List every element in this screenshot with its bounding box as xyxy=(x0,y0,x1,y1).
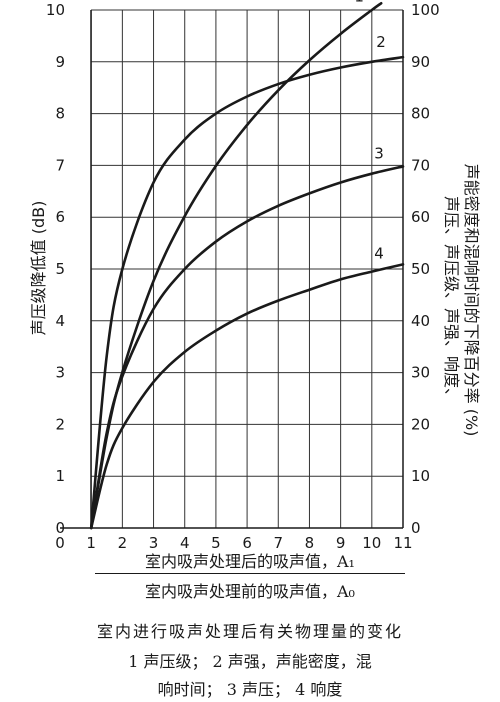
caption-legend-line1: 1 声压级； 2 声强，声能密度，混 xyxy=(128,652,372,671)
x-tick-label: 6 xyxy=(242,534,252,552)
series-label-1: 1 xyxy=(354,0,364,5)
y-left-tick-label: 1 xyxy=(55,467,65,485)
x-tick-label: 10 xyxy=(362,534,381,552)
y-left-tick-label: 0 xyxy=(55,519,65,537)
x-tick-label: 8 xyxy=(305,534,315,552)
x-tick-label: 11 xyxy=(393,534,412,552)
series-curve-4 xyxy=(89,263,405,530)
caption-title: 室内进行吸声处理后有关物理量的变化 xyxy=(96,622,403,641)
x-tick-label: 2 xyxy=(118,534,128,552)
y-right-tick-label: 80 xyxy=(411,105,430,123)
y-left-tick-label: 6 xyxy=(55,208,65,226)
y-right-tick-label: 40 xyxy=(411,312,430,330)
series-curve-2 xyxy=(89,55,405,530)
y-right-tick-label: 30 xyxy=(411,364,430,382)
series-curve-1 xyxy=(89,1,383,530)
x-tick-label: 3 xyxy=(149,534,159,552)
y-left-tick-label: 2 xyxy=(55,415,65,433)
y-right-tick-label: 20 xyxy=(411,415,430,433)
x-tick-label: 7 xyxy=(273,534,283,552)
y-right-tick-label: 70 xyxy=(411,156,430,174)
y-right-tick-label: 100 xyxy=(411,1,440,19)
series-label-2: 2 xyxy=(376,33,386,51)
grid xyxy=(90,9,404,528)
x-axis-label-denominator: 室内吸声处理前的吸声值，A₀ xyxy=(145,582,355,601)
caption-legend-line2: 响时间； 3 声压； 4 响度 xyxy=(157,680,343,699)
x-tick-label: 9 xyxy=(336,534,346,552)
y-left-axis-label: 声压级降低值 (dB) xyxy=(29,201,48,336)
y-right-axis-label-line1: 声压、声压级、声强、响度、 xyxy=(442,196,461,404)
fraction-bar xyxy=(95,573,405,574)
y-left-tick-label: 4 xyxy=(55,312,65,330)
axes xyxy=(60,10,404,529)
x-tick-label: 4 xyxy=(180,534,190,552)
y-left-tick-label: 8 xyxy=(55,105,65,123)
y-left-tick-label: 5 xyxy=(55,260,65,278)
series-label-3: 3 xyxy=(374,144,384,162)
x-tick-label: 1 xyxy=(86,534,96,552)
y-left-tick-label: 10 xyxy=(46,1,65,19)
y-right-tick-label: 90 xyxy=(411,53,430,71)
y-left-tick-label: 9 xyxy=(55,53,65,71)
series-label-4: 4 xyxy=(374,244,384,262)
y-right-tick-label: 50 xyxy=(411,260,430,278)
series-layer: 1 2 3 4 xyxy=(89,0,405,530)
x-axis-label-numerator: 室内吸声处理后的吸声值，A₁ xyxy=(145,552,355,571)
x-tick-label: 0 xyxy=(55,534,65,552)
y-left-tick-label: 3 xyxy=(55,364,65,382)
y-right-tick-label: 0 xyxy=(411,519,421,537)
x-tick-label: 5 xyxy=(211,534,221,552)
y-right-axis-label-line2: 声能密度和混响时间的下降百分率 (%) xyxy=(462,164,481,437)
tick-labels: 0 1 2 3 4 5 6 7 8 9 10 1101234567891001020304050607… xyxy=(46,1,440,552)
y-right-tick-label: 60 xyxy=(411,208,430,226)
series-curve-3 xyxy=(89,165,405,530)
y-left-tick-label: 7 xyxy=(55,156,65,174)
y-right-tick-label: 10 xyxy=(411,467,430,485)
